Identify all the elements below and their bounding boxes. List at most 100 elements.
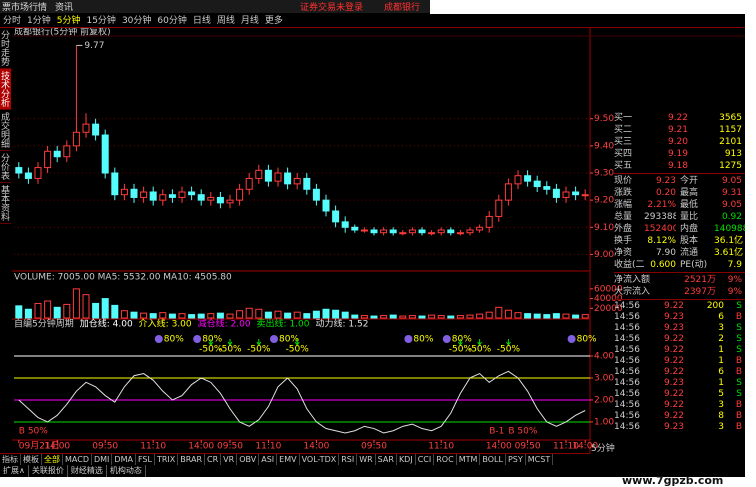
menu-item[interactable]: 票市场行情 xyxy=(2,3,48,13)
quote-row: 14:56 9.22 5 S xyxy=(614,389,745,400)
y-tick-label: 20000 xyxy=(594,304,623,314)
legend-item: 加仓线: 4.00 xyxy=(80,318,133,330)
bid-price: 9.21 xyxy=(667,125,688,135)
quote-row: 大宗流入 2397万 9% xyxy=(614,286,745,298)
bid-price: 9.20 xyxy=(667,137,688,147)
indicator-tab[interactable]: RSI xyxy=(339,454,358,465)
period-tab[interactable]: 5分钟 xyxy=(591,444,615,454)
volume-bar xyxy=(332,309,340,319)
indicator-tab[interactable]: DMA xyxy=(112,454,136,465)
volume-bar xyxy=(293,311,301,319)
indicator-tab[interactable]: DMI xyxy=(92,454,113,465)
volume-bar xyxy=(130,311,138,319)
bottom-tab[interactable]: 关联报价 xyxy=(29,465,68,477)
indicator-tab[interactable]: FSL xyxy=(136,454,155,465)
indicator-tab[interactable]: 指标 xyxy=(0,454,21,465)
trade-time: 14:56 xyxy=(614,301,640,311)
quote-row: 买四 9.19 913 xyxy=(614,148,745,160)
indicator-tab[interactable]: TRIX xyxy=(155,454,179,465)
indicator-tab[interactable]: MCST xyxy=(526,454,554,465)
period-tab[interactable]: 周线 xyxy=(216,16,235,26)
candle-body xyxy=(130,188,138,198)
indicator-tab[interactable]: PSY xyxy=(506,454,526,465)
candle-body xyxy=(168,194,176,198)
indicator-tab[interactable]: EMV xyxy=(277,454,300,465)
volume-bar xyxy=(188,314,196,319)
volume-bar xyxy=(226,313,234,319)
side-tab[interactable]: 分价表 xyxy=(0,151,11,183)
stat-name: 收益(二) xyxy=(614,260,644,270)
x-tick-label: 11:10 xyxy=(553,442,579,452)
trade-time: 14:56 xyxy=(614,345,640,355)
period-tab[interactable]: 日线 xyxy=(192,16,211,26)
indicator-tab[interactable]: BRAR xyxy=(178,454,206,465)
candle-body xyxy=(274,172,282,182)
trade-side: S xyxy=(736,334,742,344)
indicator-tab[interactable]: MTM xyxy=(457,454,481,465)
period-tab[interactable]: 月线 xyxy=(240,16,259,26)
bottom-tab[interactable]: 扩展∧ xyxy=(0,465,29,477)
indicator-tab[interactable]: CCI xyxy=(416,454,435,465)
bottom-tab[interactable]: 机构动态 xyxy=(107,465,146,477)
period-tab[interactable]: 5分钟 xyxy=(56,16,81,26)
volume-bar xyxy=(341,311,349,319)
stat-value: 3.61亿 xyxy=(714,248,744,258)
bid-price: 9.18 xyxy=(667,161,688,171)
side-tab[interactable]: 成交明细 xyxy=(0,110,11,151)
indicator-tab[interactable]: 模板 xyxy=(21,454,42,465)
period-tab[interactable]: 15分钟 xyxy=(86,16,116,26)
volume-bar xyxy=(437,315,445,319)
indicator-tab[interactable]: OBV xyxy=(237,454,260,465)
bottom-tab[interactable]: 财经精选 xyxy=(68,465,107,477)
volume-bar xyxy=(44,300,52,319)
flow-amount: 2397万 xyxy=(684,287,716,297)
indicator-tab[interactable]: 全部 xyxy=(42,454,63,465)
indicator-tab[interactable]: BOLL xyxy=(480,454,506,465)
side-tab[interactable]: 基本资料 xyxy=(0,183,11,224)
y-tick-label: 4.00 xyxy=(594,351,614,361)
indicator-tab[interactable]: KDJ xyxy=(397,454,416,465)
trade-time: 14:56 xyxy=(614,323,640,333)
period-tab[interactable]: 1分钟 xyxy=(27,16,51,26)
indicator-tab[interactable]: ROC xyxy=(434,454,457,465)
period-tab[interactable]: 更多 xyxy=(264,16,283,26)
stat-name: 股本 xyxy=(680,236,699,246)
signal-arrow xyxy=(208,339,214,346)
candle-body xyxy=(380,229,388,234)
volume-bar xyxy=(504,309,512,319)
trade-time: 14:56 xyxy=(614,367,640,377)
volume-bar xyxy=(15,305,23,319)
indicator-tab[interactable]: VR xyxy=(221,454,238,465)
stat-value: 8.12% xyxy=(647,236,676,246)
period-tab[interactable]: 60分钟 xyxy=(157,16,187,26)
side-tab[interactable]: 技术分析 xyxy=(0,69,11,110)
candle-body xyxy=(101,134,109,174)
indicator-tab[interactable]: MACD xyxy=(63,454,92,465)
candle-body xyxy=(562,191,570,198)
side-tab[interactable]: 分时走势 xyxy=(0,28,11,69)
candle-body xyxy=(197,194,205,201)
indicator-tab[interactable]: CR xyxy=(205,454,222,465)
indicator-tab[interactable]: VOL-TDX xyxy=(300,454,340,465)
indicator-tab[interactable]: ASI xyxy=(259,454,278,465)
period-tab[interactable]: 30分钟 xyxy=(121,16,152,26)
legend-item: 卖出线: 1.00 xyxy=(257,318,310,330)
candle-body xyxy=(332,210,340,223)
trade-price: 9.23 xyxy=(663,323,684,333)
volume-bar xyxy=(562,313,570,319)
menu-item[interactable]: 资讯 xyxy=(55,3,74,13)
x-tick-label: 09:50 xyxy=(92,442,118,452)
volume-bar xyxy=(370,315,378,319)
x-tick-label: 14:00 xyxy=(572,442,598,452)
quote-row: 净流入额 2521万 9% xyxy=(614,274,745,286)
volume-bar xyxy=(120,310,128,319)
period-tab[interactable]: 分时 xyxy=(3,16,22,26)
bottom-tabs: 扩展∧ 关联报价 财经精选 机构动态 xyxy=(0,465,146,477)
volume-bar xyxy=(380,315,388,319)
stat-value: 0.20 xyxy=(655,188,676,198)
indicator-tab[interactable]: WR xyxy=(357,454,376,465)
trade-time: 14:56 xyxy=(614,411,640,421)
trade-price: 9.22 xyxy=(663,400,684,410)
indicator-tab[interactable]: SAR xyxy=(376,454,397,465)
candle-body xyxy=(456,232,464,235)
